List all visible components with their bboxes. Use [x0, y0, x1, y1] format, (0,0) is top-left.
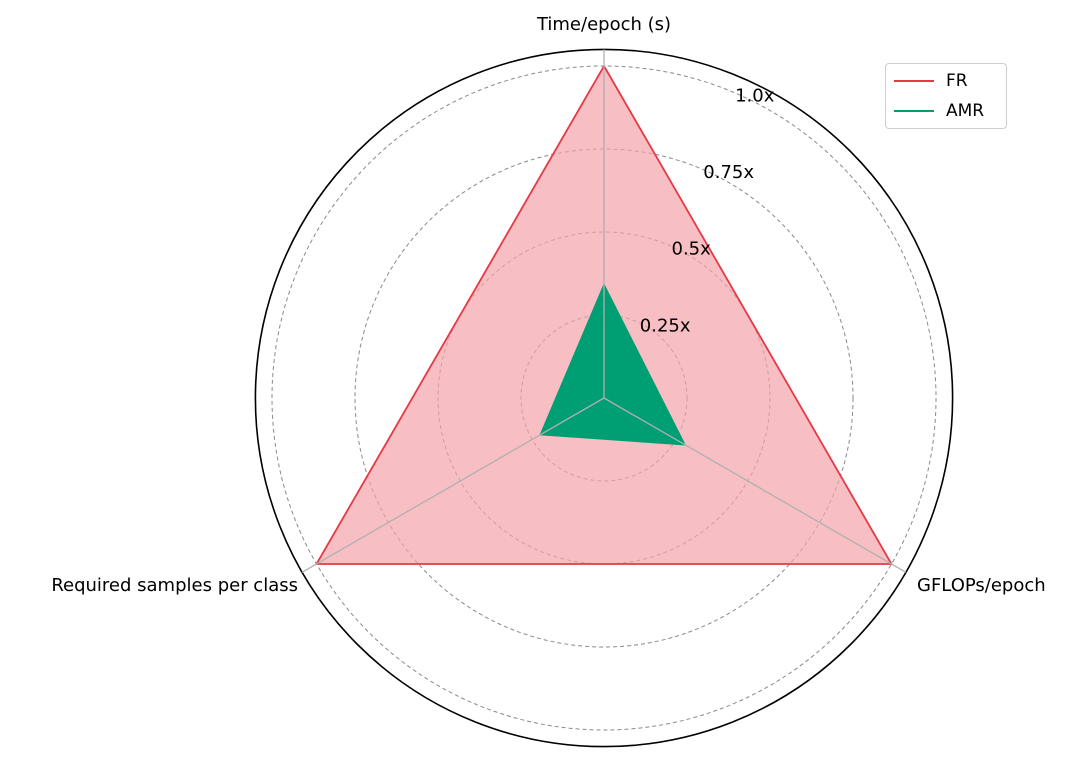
series-layer [301, 49, 907, 573]
legend-label-fr: FR [946, 71, 968, 91]
axis-label-1: Time/epoch (s) [536, 14, 671, 35]
legend-swatch-fr [894, 80, 934, 82]
axis-label-2: GFLOPs/epoch [917, 575, 1046, 596]
axis-spoke-3 [301, 397, 605, 573]
series-amr-polygon [539, 282, 687, 446]
rtick-label-2: 0.5x [672, 239, 712, 260]
label-layer: 0.25x 0.5x 0.75x 1.0x Time/epoch (s) GFLOPs/e… [51, 14, 1045, 596]
polar-frame [254, 48, 954, 748]
legend-label-amr: AMR [946, 101, 985, 121]
rtick-label-1: 0.25x [640, 315, 691, 336]
legend: FR AMR [885, 63, 1007, 129]
rtick-label-4: 1.0x [735, 85, 775, 106]
rtick-label-3: 0.75x [703, 162, 754, 183]
legend-item-amr: AMR [894, 99, 984, 123]
axis-spoke-2 [603, 397, 907, 573]
legend-item-fr: FR [894, 69, 968, 93]
axis-label-3: Required samples per class [51, 575, 298, 596]
legend-swatch-amr [894, 110, 934, 112]
